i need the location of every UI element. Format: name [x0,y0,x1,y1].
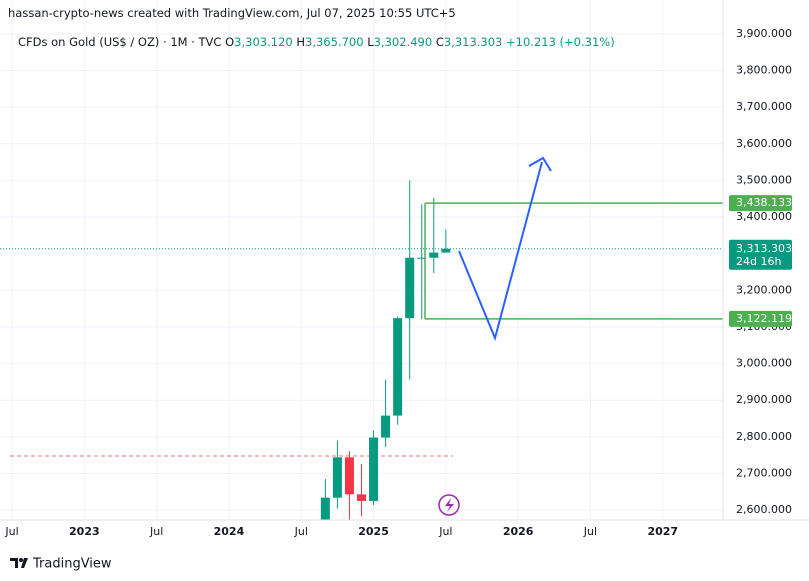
ohlc-value: 3,303.120 [234,35,293,49]
level-badge [729,195,792,212]
level-label: 3,438.133 [736,196,792,209]
y-tick-label: 2,700.000 [736,466,792,479]
y-tick-label: 3,900.000 [736,27,792,40]
y-tick-label: 3,400.000 [736,210,792,223]
candle-body [320,497,330,520]
level-label: 3,122.119 [736,312,792,325]
change: +10.213 (+0.31%) [506,35,615,49]
arrow-drawing [458,161,543,342]
price-badge [729,239,792,270]
countdown: 24d 16h [736,255,781,268]
candle-body [344,457,354,495]
ohlc-value: 3,365.700 [305,35,364,49]
x-tick-label: Jul [4,525,18,538]
ohlc-value: 3,313.303 [443,35,503,49]
symbol: CFDs on Gold (US$ / OZ) · 1M · TVC [18,35,222,49]
brand: TradingView [32,557,112,572]
y-tick-label: 3,600.000 [736,137,792,150]
x-tick-label: 2024 [214,525,245,538]
y-tick-label: 2,600.000 [736,503,792,516]
ohlc-key: O [225,35,235,49]
price-label: 3,313.303 [736,242,792,255]
x-tick-label: Jul [438,525,452,538]
plot [0,180,723,520]
y-tick-label: 3,700.000 [736,100,792,113]
candle-body [332,457,342,498]
ohlc-value: 3,302.490 [373,35,433,49]
candle-body [441,248,451,253]
candle-body [405,257,415,319]
event-icon [445,498,454,512]
y-tick-label: 2,800.000 [736,430,792,443]
ohlc-key: C [435,35,444,49]
y-tick-label: 3,000.000 [736,357,792,370]
x-tick-label: Jul [149,525,163,538]
candle-body [381,415,391,438]
level-badge [729,310,792,327]
x-tick-label: 2023 [69,525,100,538]
candle-body [429,252,439,258]
attribution: hassan-crypto-news created with TradingV… [8,6,456,20]
ohlc-key: L [367,35,374,49]
event-icon[interactable] [438,494,460,516]
y-tick-label: 2,900.000 [736,393,792,406]
x-tick-label: Jul [583,525,597,538]
candle-body [369,437,379,501]
candle-body [393,318,403,416]
y-tick-label: 3,500.000 [736,173,792,186]
x-tick-label: 2027 [647,525,678,538]
ohlc-key: H [296,35,306,49]
x-tick-label: 2025 [358,525,389,538]
arrow-head [528,156,552,172]
y-tick-label: 3,200.000 [736,283,792,296]
y-tick-label: 3,800.000 [736,64,792,77]
x-tick-label: 2026 [503,525,534,538]
legend: CFDs on Gold (US$ / OZ) · 1M · TVC O3,30… [18,35,615,49]
candle-body [357,494,366,501]
x-tick-label: Jul [294,525,308,538]
candle-body [417,257,427,259]
logo [10,558,28,568]
